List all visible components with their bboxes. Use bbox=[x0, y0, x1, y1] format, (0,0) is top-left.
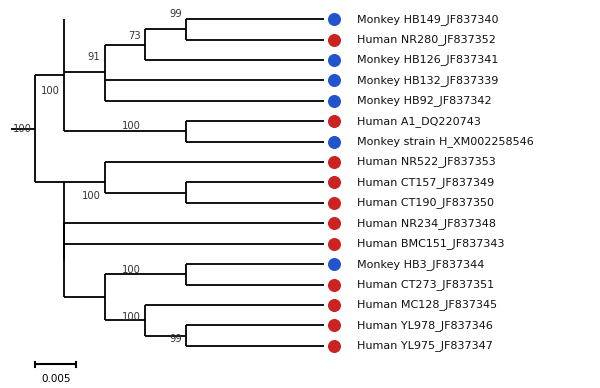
Text: Human MC128_JF837345: Human MC128_JF837345 bbox=[357, 300, 497, 310]
Text: Monkey HB92_JF837342: Monkey HB92_JF837342 bbox=[357, 95, 491, 106]
Text: 100: 100 bbox=[122, 312, 141, 322]
Point bbox=[329, 98, 339, 104]
Text: Human BMC151_JF837343: Human BMC151_JF837343 bbox=[357, 238, 505, 249]
Text: Monkey HB126_JF837341: Monkey HB126_JF837341 bbox=[357, 54, 499, 66]
Text: Monkey HB149_JF837340: Monkey HB149_JF837340 bbox=[357, 14, 499, 24]
Text: 100: 100 bbox=[41, 86, 60, 95]
Text: Monkey HB3_JF837344: Monkey HB3_JF837344 bbox=[357, 259, 484, 270]
Text: 91: 91 bbox=[88, 52, 100, 62]
Text: Human NR280_JF837352: Human NR280_JF837352 bbox=[357, 34, 496, 45]
Text: 100: 100 bbox=[122, 121, 141, 131]
Text: Monkey HB132_JF837339: Monkey HB132_JF837339 bbox=[357, 75, 499, 86]
Point bbox=[329, 200, 339, 206]
Text: Human NR522_JF837353: Human NR522_JF837353 bbox=[357, 157, 496, 168]
Text: Human CT273_JF837351: Human CT273_JF837351 bbox=[357, 279, 494, 290]
Text: Monkey strain H_XM002258546: Monkey strain H_XM002258546 bbox=[357, 136, 534, 147]
Point bbox=[329, 322, 339, 329]
Point bbox=[329, 57, 339, 63]
Point bbox=[329, 179, 339, 185]
Point bbox=[329, 343, 339, 349]
Text: Human NR234_JF837348: Human NR234_JF837348 bbox=[357, 218, 496, 229]
Text: 100: 100 bbox=[82, 191, 100, 201]
Point bbox=[329, 159, 339, 165]
Point bbox=[329, 302, 339, 308]
Point bbox=[329, 220, 339, 226]
Point bbox=[329, 139, 339, 145]
Point bbox=[329, 16, 339, 22]
Point bbox=[329, 281, 339, 288]
Point bbox=[329, 261, 339, 267]
Text: 100: 100 bbox=[122, 265, 141, 275]
Text: 100: 100 bbox=[13, 124, 31, 134]
Text: Human CT157_JF837349: Human CT157_JF837349 bbox=[357, 177, 494, 188]
Point bbox=[329, 36, 339, 43]
Text: Human CT190_JF837350: Human CT190_JF837350 bbox=[357, 197, 494, 208]
Text: 99: 99 bbox=[169, 334, 182, 344]
Point bbox=[329, 118, 339, 124]
Point bbox=[329, 77, 339, 83]
Text: 0.005: 0.005 bbox=[41, 374, 70, 385]
Point bbox=[329, 241, 339, 247]
Text: Human YL975_JF837347: Human YL975_JF837347 bbox=[357, 340, 493, 351]
Text: 73: 73 bbox=[128, 31, 141, 42]
Text: 99: 99 bbox=[169, 9, 182, 19]
Text: Human A1_DQ220743: Human A1_DQ220743 bbox=[357, 116, 481, 126]
Text: Human YL978_JF837346: Human YL978_JF837346 bbox=[357, 320, 493, 331]
